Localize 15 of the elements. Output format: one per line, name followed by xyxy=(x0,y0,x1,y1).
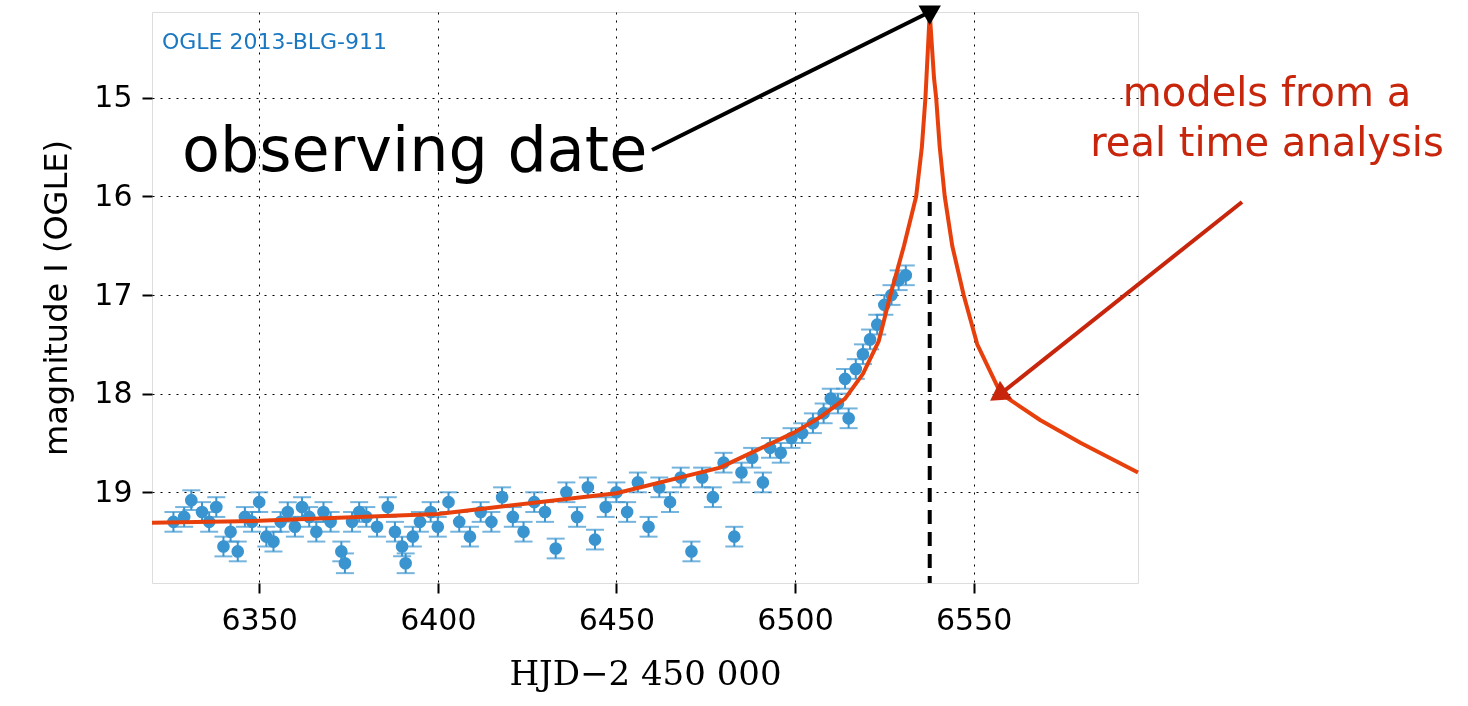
annotation: models from a real time analysis xyxy=(1090,69,1444,165)
y-tick-label: 15 xyxy=(94,79,133,115)
y-tick-label: 18 xyxy=(94,375,133,411)
x-tick-label: 6350 xyxy=(221,601,298,637)
x-tick-label: 6450 xyxy=(578,601,656,637)
y-axis-title: magnitude I (OGLE) xyxy=(37,140,76,456)
annotation: OGLE 2013-BLG-911 xyxy=(162,29,387,54)
y-tick-label: 16 xyxy=(94,177,133,213)
y-tick-label: 19 xyxy=(94,473,133,509)
x-tick-label: 6400 xyxy=(400,601,477,637)
annotation: observing date xyxy=(182,113,648,186)
y-tick-label: 17 xyxy=(94,276,133,312)
x-tick-label: 6550 xyxy=(935,601,1013,637)
x-axis-title: HJD−2 450 000 xyxy=(509,652,782,693)
x-tick-label: 6500 xyxy=(757,601,834,637)
